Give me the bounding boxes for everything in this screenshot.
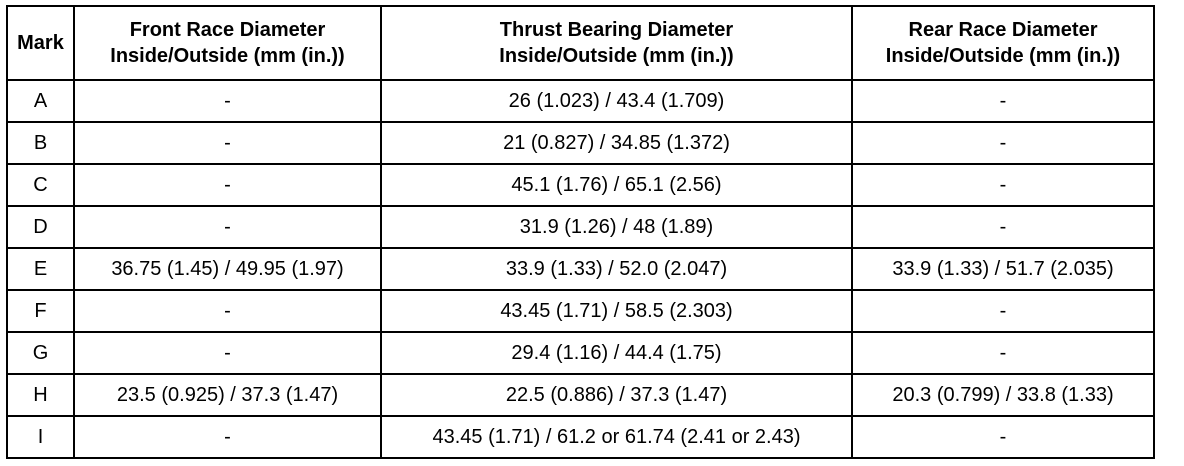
- header-cell: Front Race Diameter Inside/Outside (mm (…: [73, 5, 382, 81]
- table-row: D -31.9 (1.26) / 48 (1.89) -: [6, 205, 1155, 249]
- cell: 20.3 (0.799) / 33.8 (1.33): [851, 373, 1155, 417]
- cell: 23.5 (0.925) / 37.3 (1.47): [73, 373, 382, 417]
- mark-cell: E: [6, 247, 75, 291]
- table-row: H 23.5 (0.925) / 37.3 (1.47) 22.5 (0.886) …: [6, 373, 1155, 417]
- mark-cell: D: [6, 205, 75, 249]
- table-row: B -21 (0.827) / 34.85 (1.372) -: [6, 121, 1155, 165]
- cell: 33.9 (1.33) / 51.7 (2.035): [851, 247, 1155, 291]
- cell: -: [73, 121, 382, 165]
- mark-cell: H: [6, 373, 75, 417]
- cell: -: [851, 331, 1155, 375]
- table-row: F -43.45 (1.71) / 58.5 (2.303) -: [6, 289, 1155, 333]
- cell: -: [73, 289, 382, 333]
- mark-cell: A: [6, 79, 75, 123]
- cell: 21 (0.827) / 34.85 (1.372): [380, 121, 853, 165]
- mark-cell: F: [6, 289, 75, 333]
- mark-cell: G: [6, 331, 75, 375]
- mark-cell: C: [6, 163, 75, 207]
- mark-cell: B: [6, 121, 75, 165]
- cell: 33.9 (1.33) / 52.0 (2.047): [380, 247, 853, 291]
- table-body: A -26 (1.023) / 43.4 (1.709) - B -21 (0.827)…: [6, 79, 1155, 459]
- table-row: C -45.1 (1.76) / 65.1 (2.56) -: [6, 163, 1155, 207]
- table-row: G -29.4 (1.16) / 44.4 (1.75) -: [6, 331, 1155, 375]
- cell: -: [73, 79, 382, 123]
- cell: -: [851, 121, 1155, 165]
- cell: -: [73, 205, 382, 249]
- cell: 43.45 (1.71) / 58.5 (2.303): [380, 289, 853, 333]
- cell: 45.1 (1.76) / 65.1 (2.56): [380, 163, 853, 207]
- cell: -: [851, 79, 1155, 123]
- cell: -: [851, 205, 1155, 249]
- header-row: Mark Front Race Diameter Inside/Outside (…: [6, 5, 1155, 81]
- cell: -: [73, 331, 382, 375]
- table-row: A -26 (1.023) / 43.4 (1.709) -: [6, 79, 1155, 123]
- table-row: E 36.75 (1.45) / 49.95 (1.97) 33.9 (1.33) …: [6, 247, 1155, 291]
- header-cell: Mark: [6, 5, 75, 81]
- cell: -: [851, 289, 1155, 333]
- cell: 36.75 (1.45) / 49.95 (1.97): [73, 247, 382, 291]
- cell: -: [851, 415, 1155, 459]
- cell: -: [851, 163, 1155, 207]
- cell: 31.9 (1.26) / 48 (1.89): [380, 205, 853, 249]
- table-row: I -43.45 (1.71) / 61.2 or 61.74 (2.41 or …: [6, 415, 1155, 459]
- cell: -: [73, 163, 382, 207]
- cell: 29.4 (1.16) / 44.4 (1.75): [380, 331, 853, 375]
- cell: -: [73, 415, 382, 459]
- mark-cell: I: [6, 415, 75, 459]
- header-cell: Rear Race Diameter Inside/Outside (mm (i…: [851, 5, 1155, 81]
- cell: 26 (1.023) / 43.4 (1.709): [380, 79, 853, 123]
- spec-table: Mark Front Race Diameter Inside/Outside (…: [6, 5, 1155, 459]
- cell: 43.45 (1.71) / 61.2 or 61.74 (2.41 or 2.…: [380, 415, 853, 459]
- header-cell: Thrust Bearing Diameter Inside/Outside (…: [380, 5, 853, 81]
- cell: 22.5 (0.886) / 37.3 (1.47): [380, 373, 853, 417]
